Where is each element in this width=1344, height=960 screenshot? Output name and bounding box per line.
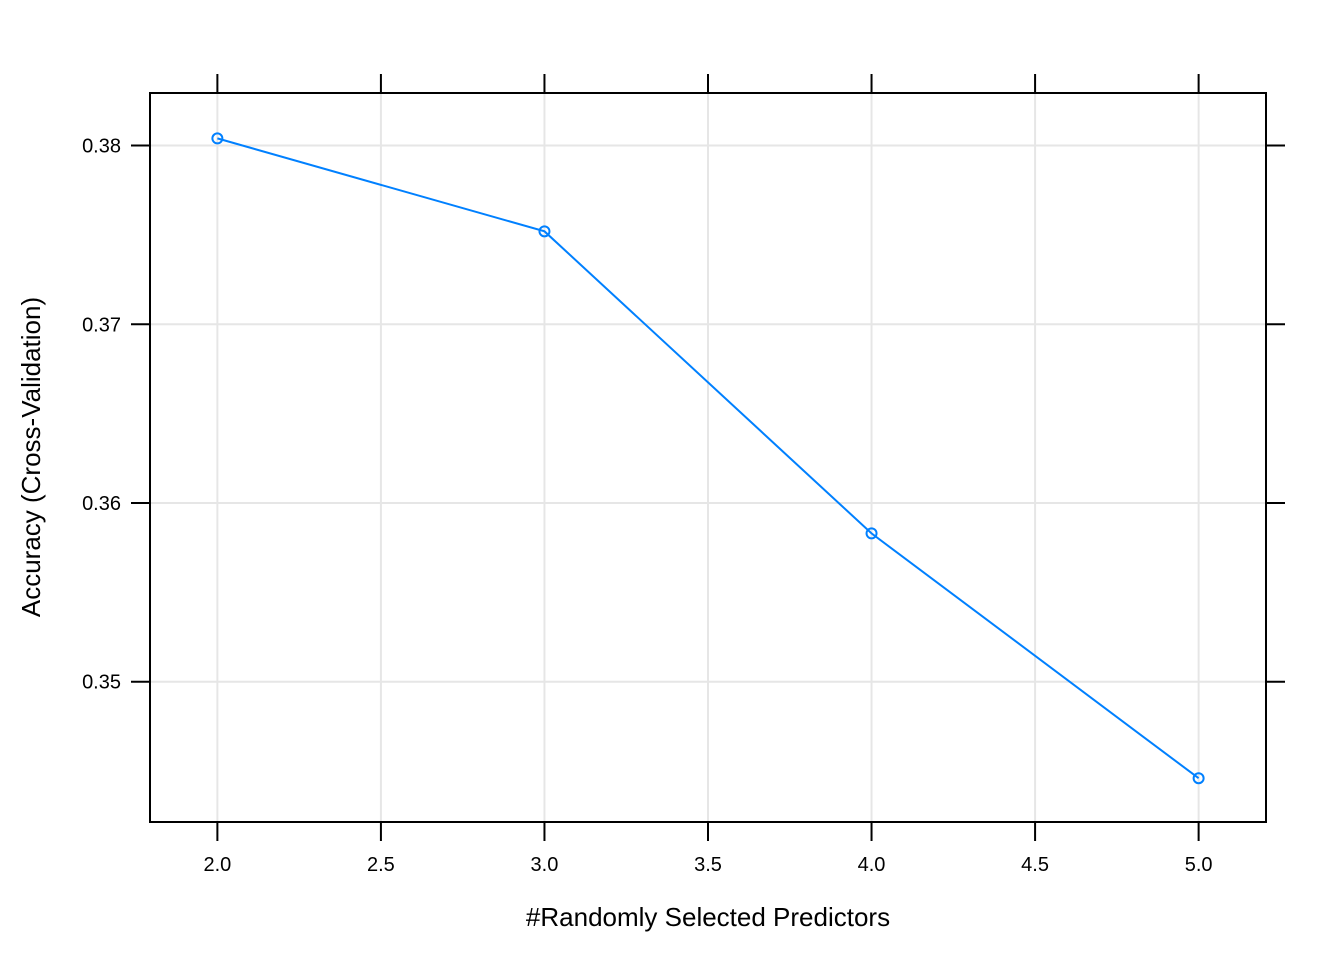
x-axis-title: #Randomly Selected Predictors — [526, 902, 890, 932]
y-axis-title: Accuracy (Cross-Validation) — [16, 297, 46, 617]
x-tick-label: 3.0 — [531, 854, 559, 876]
series-line — [217, 137, 1200, 780]
data-point — [1192, 772, 1205, 785]
data-point — [865, 527, 878, 540]
series-layer — [211, 132, 1205, 785]
y-tick-label: 0.38 — [82, 136, 121, 158]
x-tick-label: 3.5 — [694, 854, 722, 876]
data-point — [538, 225, 551, 238]
x-tick-label: 4.0 — [858, 854, 886, 876]
tick-labels: 2.0 2.5 3.0 3.5 4.0 4.5 5.0 0.35 0.36 0.37 0.38 — [82, 136, 1212, 876]
y-tick-label: 0.36 — [82, 493, 121, 515]
y-tick-label: 0.35 — [82, 672, 121, 694]
axis-ticks — [131, 74, 1285, 841]
grid-lines — [150, 93, 1266, 822]
y-tick-label: 0.37 — [82, 314, 121, 336]
x-tick-label: 4.5 — [1021, 854, 1049, 876]
data-point — [211, 132, 224, 145]
x-tick-label: 2.0 — [203, 854, 231, 876]
x-tick-label: 5.0 — [1185, 854, 1213, 876]
x-tick-label: 2.5 — [367, 854, 395, 876]
